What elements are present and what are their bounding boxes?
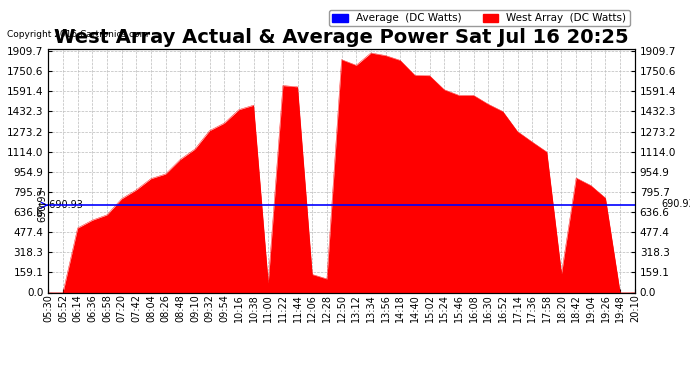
Text: ← 690.93: ← 690.93 [39,200,83,210]
Title: West Array Actual & Average Power Sat Jul 16 20:25: West Array Actual & Average Power Sat Ju… [55,28,629,47]
Text: 690.93: 690.93 [661,199,690,209]
Text: Copyright 2016 Cartronics.com: Copyright 2016 Cartronics.com [7,30,148,39]
Text: 690.93: 690.93 [37,188,47,222]
Legend: Average  (DC Watts), West Array  (DC Watts): Average (DC Watts), West Array (DC Watts… [329,10,629,26]
